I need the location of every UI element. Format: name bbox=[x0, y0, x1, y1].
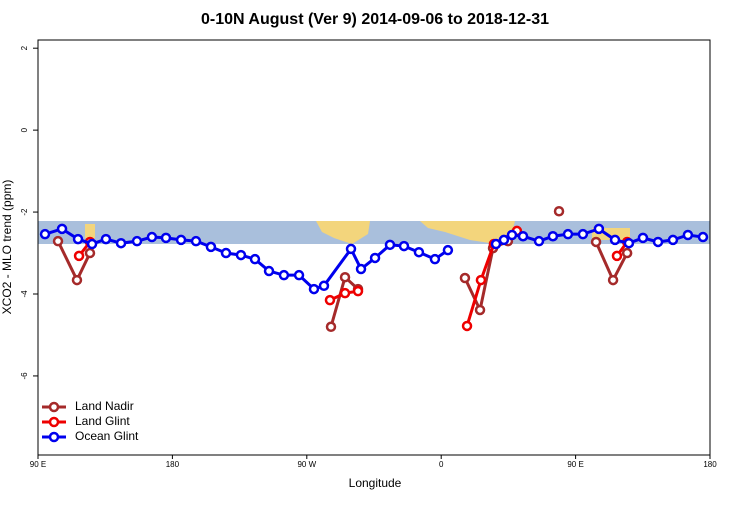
point bbox=[352, 285, 364, 297]
land-patch bbox=[85, 224, 95, 238]
x-tick-label: 90 E bbox=[30, 460, 46, 469]
series-line bbox=[56, 239, 629, 328]
point bbox=[205, 241, 217, 253]
legend-label: Land Glint bbox=[75, 414, 130, 428]
point bbox=[429, 253, 441, 265]
chart-title: 0-10N August (Ver 9) 2014-09-06 to 2018-… bbox=[201, 11, 549, 28]
point bbox=[611, 250, 623, 262]
point bbox=[562, 228, 574, 240]
point bbox=[652, 236, 664, 248]
point bbox=[131, 235, 143, 247]
legend-label: Ocean Glint bbox=[75, 429, 139, 443]
point bbox=[318, 280, 330, 292]
point bbox=[533, 235, 545, 247]
point bbox=[249, 253, 261, 265]
x-tick-label: 90 E bbox=[567, 460, 583, 469]
point bbox=[593, 223, 605, 235]
point bbox=[345, 243, 357, 255]
point bbox=[442, 244, 454, 256]
point bbox=[263, 265, 275, 277]
point bbox=[278, 269, 290, 281]
y-tick-label: -6 bbox=[20, 372, 29, 380]
land-patch bbox=[316, 221, 370, 244]
x-tick-label: 90 W bbox=[297, 460, 316, 469]
point bbox=[308, 283, 320, 295]
point bbox=[235, 249, 247, 261]
legend-marker bbox=[48, 401, 60, 413]
point bbox=[398, 240, 410, 252]
point bbox=[609, 234, 621, 246]
y-axis-label: XCO2 - MLO trend (ppm) bbox=[0, 180, 14, 315]
y-tick-label: -4 bbox=[20, 290, 29, 298]
point bbox=[72, 233, 84, 245]
point bbox=[355, 263, 367, 275]
point bbox=[115, 237, 127, 249]
legend-marker bbox=[48, 431, 60, 443]
point bbox=[71, 274, 83, 286]
point bbox=[339, 271, 351, 283]
point bbox=[590, 236, 602, 248]
point bbox=[623, 237, 635, 249]
legend-marker bbox=[48, 416, 60, 428]
point bbox=[39, 228, 51, 240]
point bbox=[146, 231, 158, 243]
point bbox=[220, 247, 232, 259]
point bbox=[293, 269, 305, 281]
point bbox=[86, 238, 98, 250]
point bbox=[84, 247, 96, 259]
y-tick-label: 2 bbox=[20, 45, 29, 50]
series-line bbox=[44, 227, 704, 291]
legend-label: Land Nadir bbox=[75, 399, 134, 413]
point bbox=[413, 246, 425, 258]
point bbox=[547, 230, 559, 242]
point bbox=[384, 239, 396, 251]
land-patch bbox=[420, 221, 515, 244]
x-tick-label: 180 bbox=[703, 460, 717, 469]
x-tick-label: 0 bbox=[439, 460, 444, 469]
point bbox=[490, 238, 502, 250]
plot-frame bbox=[37, 39, 711, 456]
point bbox=[325, 321, 337, 333]
point bbox=[553, 205, 565, 217]
y-tick-label: 0 bbox=[20, 127, 29, 132]
point bbox=[667, 234, 679, 246]
y-tick-label: -2 bbox=[20, 208, 29, 216]
point bbox=[697, 231, 709, 243]
point bbox=[52, 235, 64, 247]
point bbox=[498, 234, 510, 246]
point bbox=[577, 228, 589, 240]
point bbox=[459, 272, 471, 284]
point bbox=[637, 232, 649, 244]
point bbox=[621, 247, 633, 259]
point bbox=[461, 320, 473, 332]
point bbox=[369, 252, 381, 264]
point bbox=[517, 230, 529, 242]
point bbox=[324, 294, 336, 306]
point bbox=[160, 232, 172, 244]
point bbox=[175, 234, 187, 246]
point bbox=[339, 287, 351, 299]
point bbox=[100, 233, 112, 245]
point bbox=[682, 229, 694, 241]
x-axis-label: Longitude bbox=[349, 476, 402, 490]
point bbox=[56, 223, 68, 235]
point bbox=[73, 250, 85, 262]
point bbox=[474, 304, 486, 316]
point bbox=[506, 229, 518, 241]
x-tick-label: 180 bbox=[166, 460, 180, 469]
point bbox=[607, 274, 619, 286]
point bbox=[475, 274, 487, 286]
point bbox=[190, 235, 202, 247]
